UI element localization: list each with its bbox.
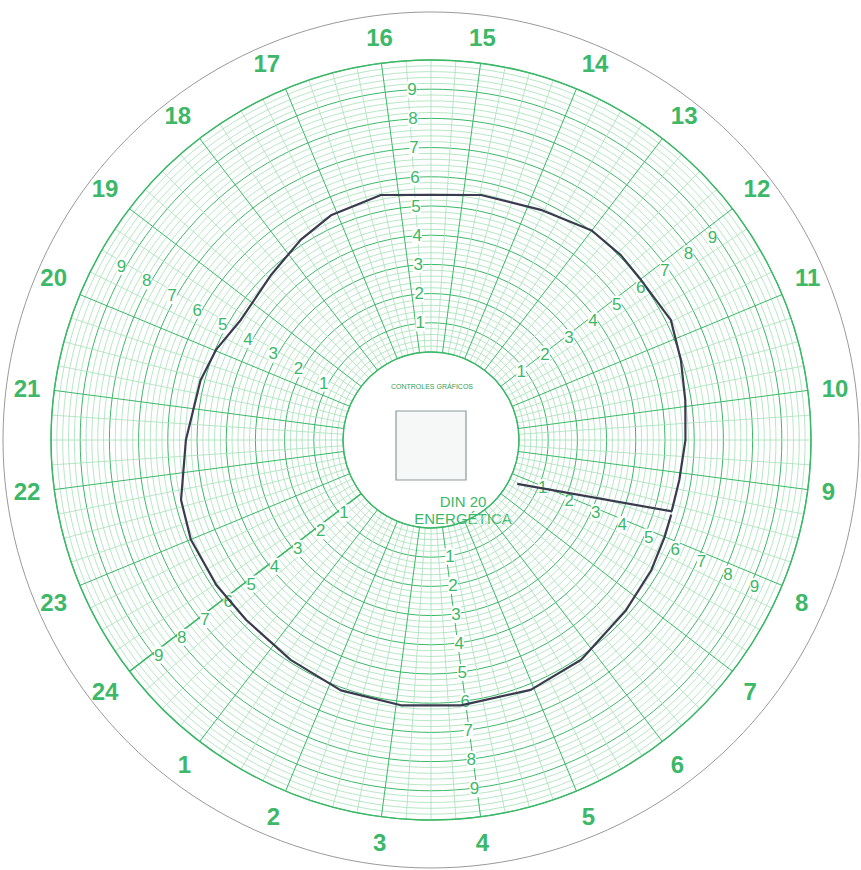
svg-text:8: 8 (467, 750, 476, 769)
svg-text:2: 2 (267, 803, 280, 830)
svg-text:12: 12 (744, 175, 771, 202)
svg-text:18: 18 (164, 102, 191, 129)
svg-text:9: 9 (708, 228, 717, 247)
svg-text:3: 3 (564, 328, 573, 347)
svg-text:6: 6 (410, 168, 419, 187)
svg-text:ENERGÉTICA: ENERGÉTICA (414, 510, 512, 527)
svg-text:4: 4 (588, 311, 597, 330)
svg-text:8: 8 (723, 565, 732, 584)
svg-text:2: 2 (564, 490, 574, 510)
svg-text:21: 21 (14, 375, 41, 402)
svg-text:4: 4 (412, 226, 421, 245)
svg-text:7: 7 (167, 286, 176, 305)
svg-text:7: 7 (200, 610, 209, 629)
svg-text:8: 8 (177, 628, 186, 647)
svg-text:8: 8 (408, 109, 417, 128)
svg-text:3: 3 (591, 503, 600, 522)
svg-text:3: 3 (413, 255, 422, 274)
svg-text:8: 8 (795, 589, 808, 616)
svg-text:1: 1 (339, 503, 348, 522)
svg-text:5: 5 (218, 315, 227, 334)
svg-text:1: 1 (538, 478, 548, 498)
svg-text:3: 3 (373, 829, 386, 856)
svg-text:20: 20 (40, 264, 67, 291)
svg-text:5: 5 (457, 663, 466, 682)
svg-text:7: 7 (660, 261, 669, 280)
svg-text:5: 5 (582, 803, 595, 830)
svg-text:4: 4 (270, 557, 279, 576)
svg-text:4: 4 (476, 829, 490, 856)
svg-text:3: 3 (293, 539, 302, 558)
svg-text:DIN 20: DIN 20 (440, 493, 487, 510)
svg-text:10: 10 (822, 375, 849, 402)
svg-text:22: 22 (14, 478, 41, 505)
svg-text:6: 6 (670, 540, 679, 559)
svg-text:1: 1 (178, 751, 191, 778)
svg-text:1: 1 (516, 362, 525, 381)
svg-text:5: 5 (644, 528, 653, 547)
svg-text:6: 6 (636, 277, 646, 297)
svg-text:15: 15 (469, 24, 496, 51)
svg-text:4: 4 (454, 634, 463, 653)
svg-text:9: 9 (822, 478, 835, 505)
svg-text:1: 1 (415, 313, 424, 332)
svg-text:9: 9 (750, 577, 759, 596)
svg-text:1: 1 (319, 374, 328, 393)
svg-text:17: 17 (254, 50, 281, 77)
svg-text:16: 16 (366, 24, 393, 51)
svg-text:2: 2 (414, 284, 423, 303)
svg-text:9: 9 (117, 257, 126, 276)
svg-text:13: 13 (671, 102, 698, 129)
svg-text:6: 6 (461, 692, 470, 711)
svg-text:CONTROLES GRÁFICOS: CONTROLES GRÁFICOS (391, 382, 473, 390)
svg-text:9: 9 (407, 80, 416, 99)
svg-text:11: 11 (795, 264, 820, 291)
svg-text:7: 7 (697, 552, 706, 571)
svg-text:6: 6 (671, 751, 684, 778)
svg-text:5: 5 (612, 295, 621, 314)
svg-text:19: 19 (92, 175, 119, 202)
svg-text:6: 6 (223, 592, 233, 612)
svg-text:8: 8 (142, 271, 151, 290)
svg-text:5: 5 (247, 575, 256, 594)
svg-text:14: 14 (582, 50, 609, 77)
svg-text:24: 24 (92, 678, 119, 705)
svg-text:5: 5 (411, 197, 420, 216)
svg-text:9: 9 (154, 646, 163, 665)
svg-text:7: 7 (744, 678, 757, 705)
svg-text:9: 9 (470, 779, 479, 798)
svg-text:2: 2 (294, 359, 303, 378)
svg-text:4: 4 (243, 330, 252, 349)
svg-text:2: 2 (540, 345, 549, 364)
svg-text:2: 2 (316, 521, 325, 540)
svg-text:8: 8 (684, 244, 693, 263)
svg-text:2: 2 (448, 576, 457, 595)
svg-text:1: 1 (445, 547, 454, 566)
svg-text:3: 3 (451, 605, 460, 624)
svg-text:6: 6 (193, 301, 202, 320)
svg-text:3: 3 (268, 344, 277, 363)
svg-text:7: 7 (464, 721, 473, 740)
svg-text:7: 7 (409, 138, 418, 157)
svg-text:23: 23 (40, 589, 67, 616)
svg-text:4: 4 (617, 515, 626, 534)
